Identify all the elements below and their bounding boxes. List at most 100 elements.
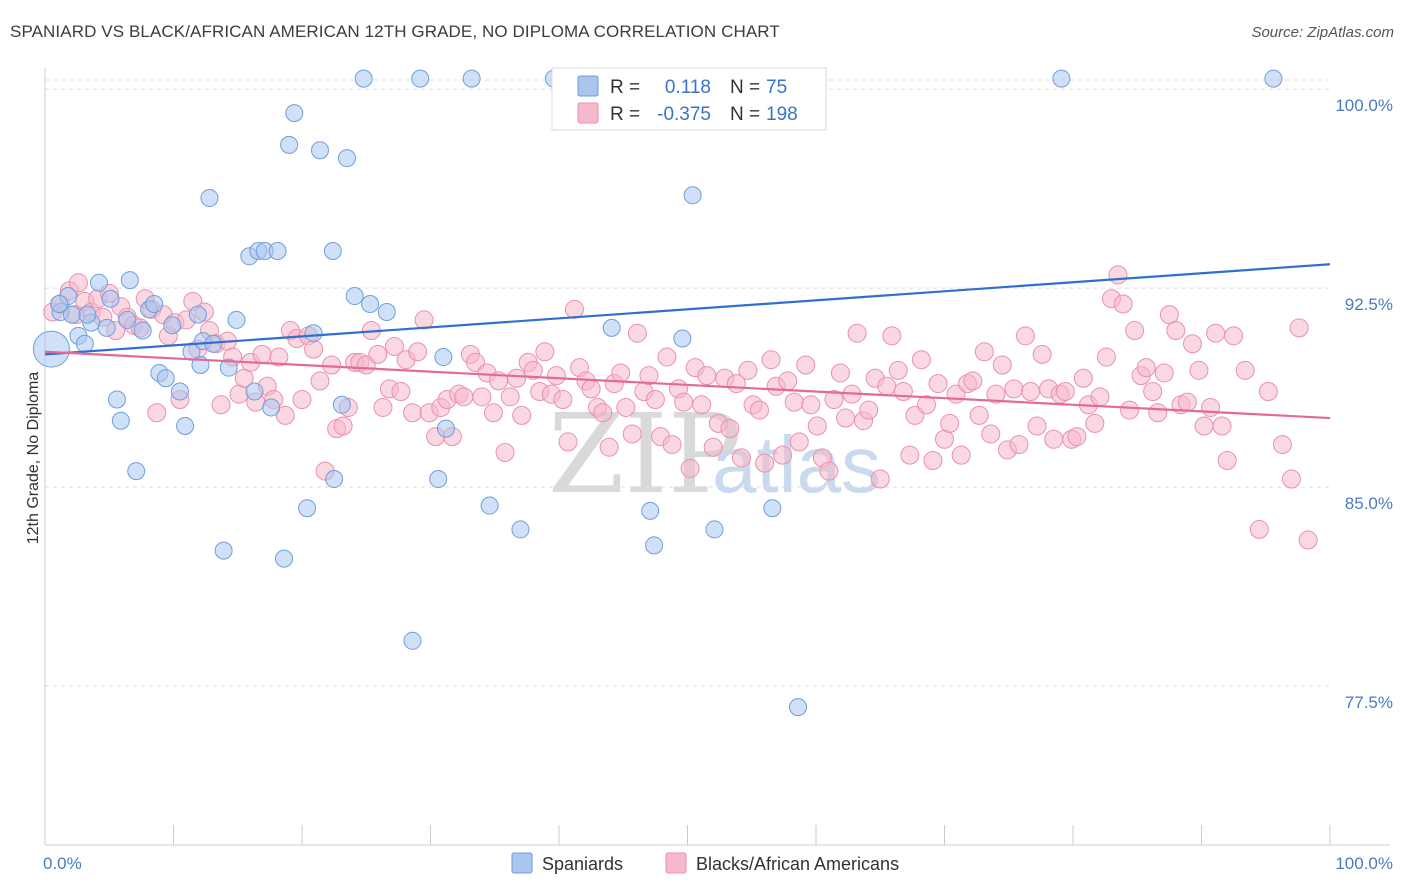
black-point-128: [789, 432, 809, 452]
black-point-186: [1125, 321, 1145, 341]
legend-r-value-1: 0.118: [665, 77, 711, 98]
black-point-210: [1298, 530, 1318, 550]
spaniard-point-43: [323, 241, 342, 260]
black-point-205: [1249, 519, 1269, 539]
black-point-161: [981, 424, 1001, 444]
spaniard-point-14: [127, 462, 146, 481]
black-point-47: [322, 355, 342, 375]
spaniard-point-49: [361, 295, 380, 314]
black-point-156: [951, 445, 971, 465]
black-point-31: [229, 384, 249, 404]
series-spaniard-points: [32, 69, 1283, 717]
chart-title: SPANIARD VS BLACK/AFRICAN AMERICAN 12TH …: [10, 22, 780, 41]
black-point-126: [778, 371, 798, 391]
y-tick-label-0: 77.5%: [1345, 693, 1393, 712]
y-tick-label-2: 92.5%: [1345, 295, 1393, 314]
legend-n-label-2: N =: [730, 104, 760, 125]
black-point-163: [992, 355, 1012, 375]
spaniard-point-38: [280, 135, 299, 154]
black-point-100: [627, 323, 647, 343]
black-point-105: [657, 347, 677, 367]
spaniard-point-13: [120, 271, 139, 290]
black-point-147: [900, 445, 920, 465]
legend: R = 0.118 N = 75 R = -0.375 N = 198: [551, 67, 827, 131]
black-point-108: [674, 392, 694, 412]
black-point-129: [796, 355, 816, 375]
black-point-138: [847, 323, 867, 343]
black-point-70: [454, 387, 474, 407]
black-point-188: [1136, 358, 1156, 378]
spaniard-point-29: [219, 358, 238, 377]
spaniard-point-21: [170, 382, 189, 401]
spaniard-point-10: [107, 390, 126, 409]
black-point-86: [546, 366, 566, 386]
black-point-162: [986, 384, 1006, 404]
spaniard-point-5: [75, 334, 94, 353]
black-point-56: [373, 397, 393, 417]
spaniard-point-71: [1264, 69, 1283, 88]
spaniard-point-54: [434, 348, 453, 367]
black-point-198: [1194, 416, 1214, 436]
y-axis-label: 12th Grade, No Diploma: [25, 372, 42, 545]
black-point-145: [888, 360, 908, 380]
black-point-135: [830, 363, 850, 383]
trend-line-spaniards: [44, 263, 1331, 356]
spaniard-point-24: [188, 305, 207, 324]
spaniard-point-35: [262, 398, 281, 417]
black-point-82: [523, 360, 543, 380]
black-point-149: [911, 350, 931, 370]
black-point-179: [1085, 413, 1105, 433]
spaniard-point-56: [462, 69, 481, 88]
black-point-77: [495, 443, 515, 463]
legend-r-label-1: R =: [610, 77, 640, 98]
black-point-208: [1281, 469, 1301, 489]
bottom-legend-swatch-spaniards: [511, 852, 533, 874]
black-point-80: [512, 405, 532, 425]
black-point-206: [1258, 382, 1278, 402]
black-point-185: [1120, 400, 1140, 420]
spaniard-point-19: [156, 369, 175, 388]
spaniard-point-64: [673, 329, 692, 348]
black-point-158: [963, 371, 983, 391]
black-point-88: [558, 432, 578, 452]
bottom-legend-swatch-blacks: [665, 852, 687, 874]
black-point-209: [1289, 318, 1309, 338]
spaniard-point-70: [1052, 69, 1071, 88]
black-point-94: [593, 403, 613, 423]
black-point-59: [391, 382, 411, 402]
legend-n-value-1: 75: [766, 77, 787, 98]
black-point-73: [472, 387, 492, 407]
black-point-111: [692, 395, 712, 415]
black-point-17: [147, 403, 167, 423]
x-tick-label-0: 0.0%: [43, 854, 82, 873]
black-point-189: [1143, 382, 1163, 402]
spaniard-point-57: [480, 496, 499, 515]
black-point-130: [801, 395, 821, 415]
black-point-45: [310, 371, 330, 391]
bottom-legend-blacks: Blacks/African Americans: [696, 854, 899, 874]
bottom-legend: Spaniards Blacks/African Americans: [511, 852, 899, 874]
black-point-44: [304, 339, 324, 359]
black-point-190: [1148, 403, 1168, 423]
black-point-89: [564, 299, 584, 319]
spaniard-point-46: [337, 149, 356, 168]
spaniard-point-47: [345, 287, 364, 306]
legend-swatch-blacks: [577, 102, 599, 124]
black-point-200: [1206, 323, 1226, 343]
black-point-119: [738, 360, 758, 380]
black-point-202: [1217, 450, 1237, 470]
black-point-154: [940, 413, 960, 433]
spaniard-point-50: [377, 302, 396, 321]
black-point-35: [252, 344, 272, 364]
black-point-38: [269, 347, 289, 367]
black-point-181: [1096, 347, 1116, 367]
black-point-196: [1183, 334, 1203, 354]
black-point-102: [639, 366, 659, 386]
spaniard-point-61: [641, 501, 660, 520]
spaniard-point-12: [118, 310, 137, 329]
spaniard-point-53: [429, 470, 448, 489]
black-point-123: [761, 350, 781, 370]
black-point-42: [292, 389, 312, 409]
black-point-75: [483, 403, 503, 423]
